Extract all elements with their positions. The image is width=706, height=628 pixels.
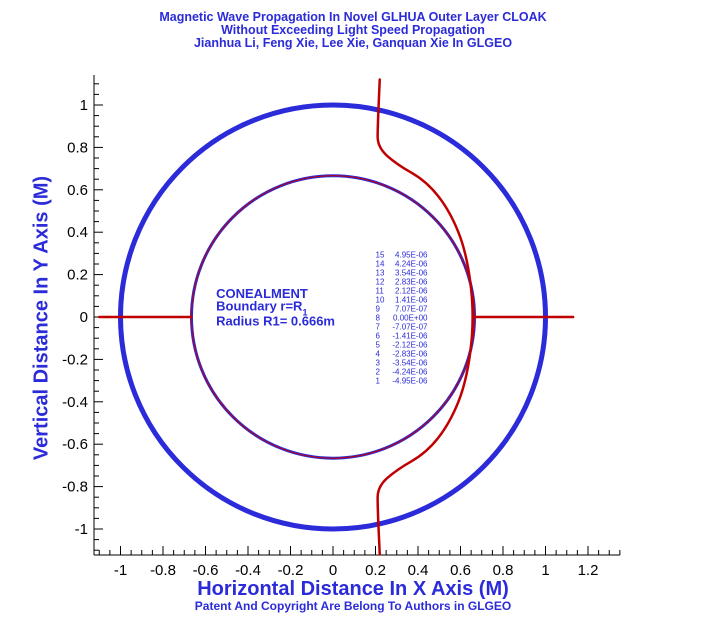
- y-axis-label: Vertical Distance In Y Axis (M): [30, 175, 53, 461]
- vertical-wave-front-curve: [376, 78, 474, 556]
- legend-level-number: 2: [376, 368, 381, 377]
- x-tick-label: -0.6: [193, 562, 219, 579]
- legend-level-number: 11: [376, 287, 385, 296]
- legend-level-number: 8: [376, 314, 381, 323]
- x-tick-label: -0.4: [235, 562, 261, 579]
- y-tick-label: 0.8: [67, 139, 88, 156]
- y-tick-label: 0.6: [67, 182, 88, 199]
- legend-level-number: 14: [376, 260, 385, 269]
- annotation-radius: Radius R1= 0.666m: [216, 313, 335, 328]
- legend-level-value: 3.54E-06: [395, 269, 428, 278]
- legend-level-value: 0.00E+00: [393, 314, 428, 323]
- legend-level-value: 4.24E-06: [395, 260, 428, 269]
- x-tick-label: 0.2: [365, 562, 386, 579]
- legend-level-number: 6: [376, 332, 381, 341]
- legend-level-value: -3.54E-06: [392, 359, 428, 368]
- x-tick-label: 0: [329, 562, 337, 579]
- y-tick-label: 0.4: [67, 224, 88, 241]
- legend-level-value: 2.83E-06: [395, 278, 428, 287]
- legend-level-number: 4: [376, 350, 381, 359]
- legend-level-value: 2.12E-06: [395, 287, 428, 296]
- legend-level-number: 3: [376, 359, 381, 368]
- chart-title-line-2: Without Exceeding Light Speed Propagatio…: [221, 23, 485, 37]
- chart-title-line-1: Magnetic Wave Propagation In Novel GLHUA…: [159, 10, 547, 24]
- y-tick-label: 0.2: [67, 267, 88, 284]
- annotation-boundary: Boundary r=R1: [216, 299, 307, 318]
- x-tick-label: -0.8: [150, 562, 176, 579]
- legend-level-number: 9: [376, 305, 381, 314]
- y-tick-label: 1: [80, 97, 88, 114]
- legend-level-value: 7.07E-07: [395, 305, 428, 314]
- x-tick-label: 1: [541, 562, 549, 579]
- legend-level-value: 4.95E-06: [395, 251, 428, 260]
- legend-level-value: 1.41E-06: [395, 296, 428, 305]
- legend-level-number: 12: [376, 278, 385, 287]
- legend-level-number: 1: [376, 377, 381, 386]
- y-tick-label: -0.4: [62, 394, 88, 411]
- x-tick-label: 0.6: [450, 562, 471, 579]
- x-tick-label: 1.2: [578, 562, 599, 579]
- legend-level-value: -2.83E-06: [392, 350, 428, 359]
- x-tick-label: -0.2: [278, 562, 304, 579]
- legend-level-value: -7.07E-07: [392, 323, 428, 332]
- y-tick-label: -0.6: [62, 436, 88, 453]
- legend-level-number: 13: [376, 269, 385, 278]
- copyright-footer: Patent And Copyright Are Belong To Autho…: [194, 599, 512, 613]
- legend-level-number: 15: [376, 251, 385, 260]
- annotation-boundary-subscript: 1: [302, 308, 307, 318]
- chart-title-line-3: Jianhua Li, Feng Xie, Lee Xie, Ganquan X…: [193, 36, 513, 50]
- legend-level-number: 10: [376, 296, 385, 305]
- y-tick-label: -1: [75, 521, 88, 538]
- annotation-concealment: CONEALMENT: [216, 286, 308, 301]
- legend-level-value: -4.24E-06: [392, 368, 428, 377]
- y-tick-label: -0.8: [62, 479, 88, 496]
- x-tick-label: 0.4: [408, 562, 429, 579]
- x-axis-label: Horizontal Distance In X Axis (M): [197, 578, 509, 600]
- legend-level-value: -4.95E-06: [392, 377, 428, 386]
- legend-level-number: 5: [376, 341, 381, 350]
- legend-level-value: -1.41E-06: [392, 332, 428, 341]
- legend-level-value: -2.12E-06: [392, 341, 428, 350]
- legend-level-number: 7: [376, 323, 381, 332]
- y-tick-label: -0.2: [62, 351, 88, 368]
- x-tick-label: -1: [114, 562, 127, 579]
- x-tick-label: 0.8: [493, 562, 514, 579]
- y-tick-label: 0: [80, 309, 88, 326]
